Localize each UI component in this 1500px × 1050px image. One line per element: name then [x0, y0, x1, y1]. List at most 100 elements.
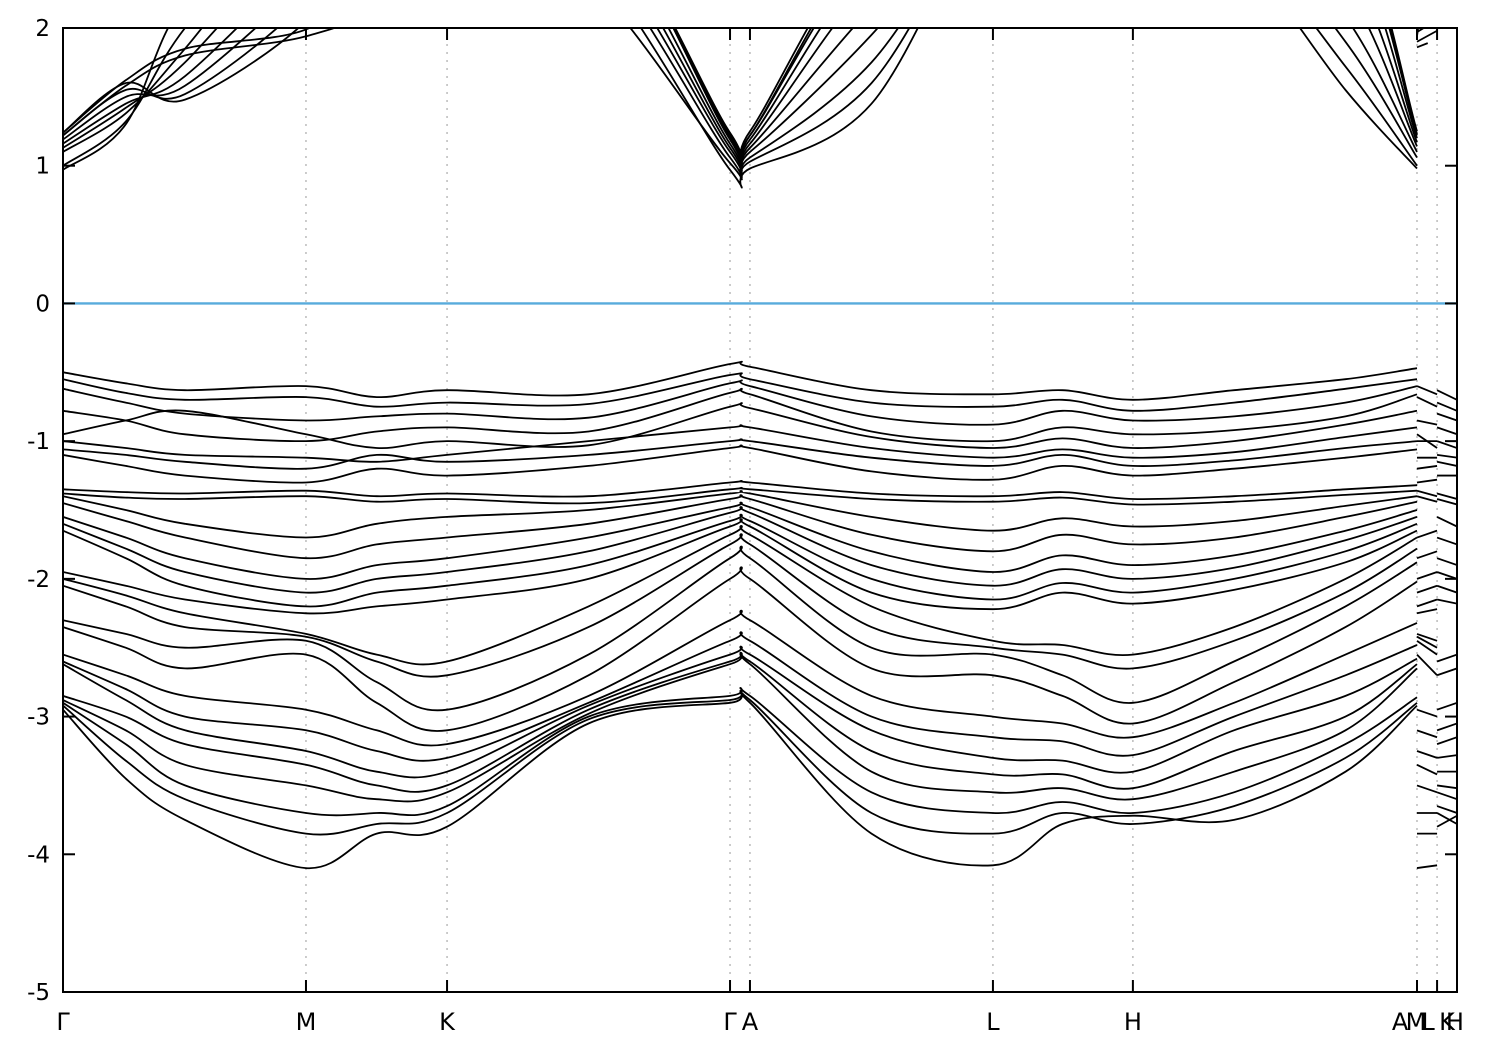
x-tick-label: H [1446, 1008, 1464, 1036]
band-panel-segment [1416, 653, 1438, 676]
band-curve [63, 28, 1418, 189]
y-tick-label: -5 [27, 980, 50, 1006]
band-panel-segment [1416, 550, 1438, 560]
bands [63, 28, 1457, 870]
band-panel-segment [1416, 433, 1438, 449]
band-panel-segment [1436, 784, 1457, 790]
x-tick-label: Γ [56, 1008, 70, 1036]
band-panel-segment [1436, 584, 1457, 594]
band-panel-segment [1436, 701, 1457, 711]
x-tick-label: A [1392, 1008, 1409, 1036]
band-panel-segment [1436, 736, 1457, 745]
band-panel-segment [1416, 598, 1438, 608]
band-panel-segment [1436, 754, 1457, 759]
band-panel-segment [1416, 864, 1438, 869]
band-curve [63, 372, 1418, 412]
band-curve [63, 480, 1418, 501]
y-tick-label: -2 [27, 567, 50, 593]
band-panel-segment [1416, 478, 1438, 484]
band-panel-segment [1436, 791, 1457, 801]
y-tick-label: -1 [27, 429, 50, 455]
band-panel-segment [1436, 389, 1457, 401]
band-panel-segment [1416, 750, 1438, 759]
band-curve [63, 524, 1418, 666]
band-panel-segment [1436, 557, 1457, 566]
band-curve [63, 360, 1418, 401]
band-panel-segment [1436, 492, 1457, 500]
band-curve [63, 566, 1418, 732]
band-panel-segment [1436, 401, 1457, 412]
band-curve [63, 513, 1418, 608]
band-panel-segment [1416, 396, 1438, 408]
band-curve [63, 691, 1418, 870]
band-curve [63, 690, 1418, 836]
band-curve [63, 631, 1418, 762]
y-tick-label: -4 [27, 842, 50, 868]
x-tick-label: M [1406, 1008, 1427, 1036]
band-curve [63, 402, 1418, 449]
band-panel-segment [1416, 529, 1438, 539]
band-panel-segment [1416, 729, 1438, 739]
x-tick-label: M [296, 1008, 317, 1036]
band-curve [63, 490, 1418, 539]
band-panel-segment [1416, 708, 1438, 718]
band-curve [63, 28, 1418, 168]
band-panel-segment [1436, 571, 1457, 580]
band-panel-segment [1436, 653, 1457, 663]
band-panel-segment [1436, 412, 1457, 422]
band-curve [63, 545, 1418, 712]
x-tick-label: L [986, 1008, 1000, 1036]
band-panel-segment [1436, 426, 1457, 436]
band-curve [63, 28, 1418, 179]
x-tick-label: K [1439, 1008, 1456, 1036]
band-panel-segment [1416, 385, 1438, 396]
band-curve [63, 506, 1418, 594]
band-panel-segment [1416, 763, 1438, 776]
band-curve [63, 533, 1418, 678]
band-panel-segment [1436, 516, 1457, 528]
band-curve [63, 687, 1418, 817]
band-panel-segment [1436, 598, 1457, 605]
band-panel-segment [1416, 489, 1438, 498]
band-curve [63, 609, 1418, 747]
x-tick-label: Γ [723, 1008, 737, 1036]
band-panel-segment [1416, 42, 1429, 49]
band-panel-segment [1436, 536, 1457, 546]
x-tick-label: A [742, 1008, 759, 1036]
band-curve [63, 651, 1418, 793]
band-panel-segment [1416, 608, 1438, 615]
gridlines [305, 28, 1438, 992]
band-panel-segment [1436, 498, 1457, 506]
band-curve [63, 653, 1418, 803]
x-tick-label: H [1124, 1008, 1142, 1036]
band-panel-segment [1416, 640, 1438, 656]
x-tick-label: K [439, 1008, 456, 1036]
plot-border [62, 27, 1458, 993]
x-axis-labels: Γ M K Γ A L H AML KH [56, 1008, 1464, 1036]
band-panel-segment [1416, 633, 1438, 642]
band-panel-segment [1436, 454, 1457, 459]
band-curve [63, 518, 1418, 615]
y-tick-label: 1 [35, 154, 50, 180]
band-panel-segment [1416, 28, 1426, 33]
band-curve [63, 501, 1418, 580]
band-panel-segment [1416, 29, 1438, 43]
band-panel-segment [1436, 460, 1457, 467]
y-tick-label: -3 [27, 705, 50, 731]
band-curve [63, 486, 1418, 506]
band-panel-segment [1416, 784, 1438, 794]
y-tick-label: 2 [35, 16, 50, 42]
band-curve [63, 387, 1418, 443]
band-curve [63, 379, 1418, 426]
band-curve [63, 444, 1418, 484]
band-panel-segment [1436, 814, 1457, 828]
band-panel-segment [1436, 667, 1457, 677]
band-panel-segment [1416, 571, 1438, 580]
band-panel-segment [1416, 635, 1438, 649]
band-curve [63, 438, 1418, 470]
x-tick-label: L [1421, 1008, 1435, 1036]
band-curve [63, 494, 1418, 560]
band-panel-segment [1416, 495, 1438, 503]
